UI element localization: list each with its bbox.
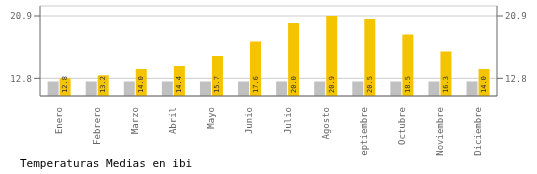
html-text:Temperaturas Medias en ibi: Temperaturas Medias en ibi <box>20 157 193 170</box>
svg-text:Abril: Abril <box>168 107 178 134</box>
svg-text:20.9: 20.9 <box>10 11 32 21</box>
svg-text:12.8: 12.8 <box>505 74 527 84</box>
svg-text:20.9: 20.9 <box>328 76 336 93</box>
svg-text:12.8: 12.8 <box>61 76 69 93</box>
svg-text:Marzo: Marzo <box>130 107 140 134</box>
svg-text:Diciembre: Diciembre <box>473 107 483 156</box>
svg-text:16.3: 16.3 <box>442 76 450 93</box>
svg-text:12.8: 12.8 <box>10 74 32 84</box>
svg-text:20.0: 20.0 <box>290 76 298 93</box>
svg-text:Julio: Julio <box>283 107 293 134</box>
svg-text:13.2: 13.2 <box>99 76 107 93</box>
svg-text:14.0: 14.0 <box>480 76 488 93</box>
svg-text:17.6: 17.6 <box>252 76 260 93</box>
svg-text:Enero: Enero <box>54 107 64 134</box>
svg-text:Mayo: Mayo <box>206 107 216 129</box>
svg-text:15.7: 15.7 <box>213 76 221 93</box>
svg-text:Agosto: Agosto <box>321 107 331 140</box>
svg-text:20.9: 20.9 <box>505 11 527 21</box>
svg-text:14.0: 14.0 <box>137 76 145 93</box>
svg-text:14.4: 14.4 <box>175 76 183 93</box>
svg-text:Octubre: Octubre <box>397 107 407 145</box>
svg-text:Febrero: Febrero <box>92 107 102 145</box>
svg-text:18.5: 18.5 <box>404 76 412 93</box>
svg-text:Septiembre: Septiembre <box>359 107 369 156</box>
svg-text:Junio: Junio <box>244 107 254 134</box>
svg-text:Noviembre: Noviembre <box>435 107 445 156</box>
svg-text:20.5: 20.5 <box>366 76 374 93</box>
